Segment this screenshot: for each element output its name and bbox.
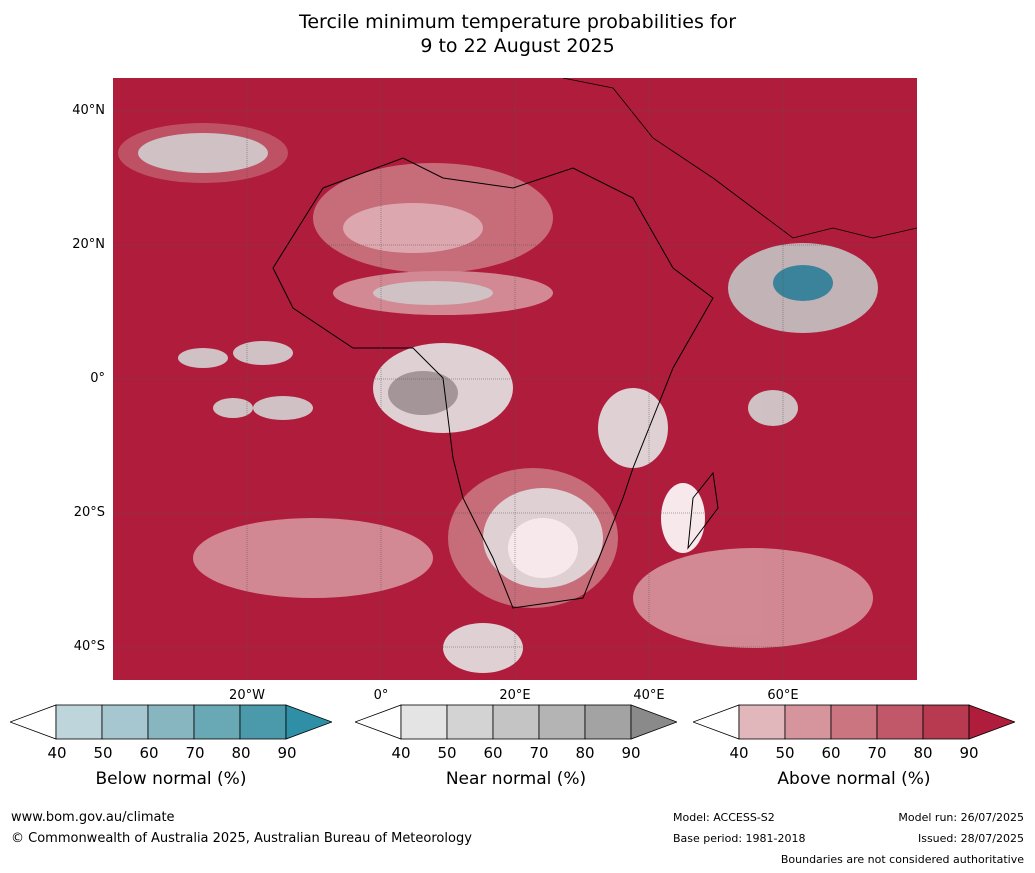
- colorbar-near-segment: [446, 704, 494, 740]
- colorbar-below-segment: [239, 704, 287, 740]
- lon-label-20w: 20°W: [229, 688, 265, 703]
- colorbar-below-segment: [147, 704, 195, 740]
- lat-label-20n: 20°N: [72, 237, 105, 252]
- issued-text: Issued: 28/07/2025: [917, 832, 1024, 845]
- lon-label-40e: 40°E: [633, 688, 665, 703]
- colorbar-near-segment: [492, 704, 540, 740]
- colorbar-near-low-extension: [355, 704, 402, 740]
- colorbar-tick-label: 40: [391, 744, 411, 762]
- lon-label-0: 0°: [373, 688, 389, 703]
- colorbar-below: [10, 704, 332, 740]
- lon-label-60e: 60°E: [767, 688, 799, 703]
- colorbar-tick-label: 80: [231, 744, 251, 762]
- model-text: Model: ACCESS-S2: [673, 811, 775, 824]
- lat-label-40s: 40°S: [73, 639, 105, 654]
- lat-label-20s: 20°S: [73, 505, 105, 520]
- model-run-text: Model run: 26/07/2025: [898, 811, 1024, 824]
- colorbar-tick-label: 80: [913, 744, 933, 762]
- colorbar-below-low-extension: [10, 704, 57, 740]
- colorbar-above-segment: [876, 704, 924, 740]
- colorbar-tick-label: 60: [821, 744, 841, 762]
- colorbar-above-high-extension: [968, 704, 1015, 740]
- colorbar-tick-label: 70: [185, 744, 205, 762]
- colorbar-tick-label: 80: [575, 744, 595, 762]
- lat-label-0: 0°: [90, 371, 105, 386]
- colorbar-above-segment: [922, 704, 970, 740]
- colorbar-tick-label: 70: [529, 744, 549, 762]
- colorbar-tick-label: 50: [93, 744, 113, 762]
- colorbar-near-segment: [584, 704, 632, 740]
- title-line-2: 9 to 22 August 2025: [420, 35, 615, 57]
- title-line-1: Tercile minimum temperature probabilitie…: [298, 11, 737, 33]
- copyright-text: © Commonwealth of Australia 2025, Austra…: [11, 831, 472, 846]
- colorbar-near: [355, 704, 677, 740]
- colorbar-near-segment: [538, 704, 586, 740]
- colorbar-below-label: Below normal (%): [95, 769, 247, 789]
- colorbar-above: [693, 704, 1015, 740]
- colorbar-above-segment: [784, 704, 832, 740]
- colorbar-near-label: Near normal (%): [445, 769, 587, 789]
- probability-map: [113, 78, 917, 680]
- boundaries-note: Boundaries are not considered authoritat…: [780, 853, 1024, 866]
- website-link[interactable]: www.bom.gov.au/climate: [11, 810, 175, 825]
- colorbar-tick-label: 60: [139, 744, 159, 762]
- colorbar-below-segment: [193, 704, 241, 740]
- colorbar-tick-label: 60: [483, 744, 503, 762]
- colorbar-near-high-extension: [630, 704, 677, 740]
- colorbar-tick-label: 40: [729, 744, 749, 762]
- colorbar-above-low-extension: [693, 704, 740, 740]
- colorbar-tick-label: 90: [277, 744, 297, 762]
- colorbar-tick-label: 90: [621, 744, 641, 762]
- colorbar-above-segment: [830, 704, 878, 740]
- colorbar-tick-label: 40: [47, 744, 67, 762]
- colorbar-below-high-extension: [285, 704, 332, 740]
- colorbar-above-label: Above normal (%): [777, 769, 931, 789]
- colorbar-tick-label: 50: [775, 744, 795, 762]
- colorbar-tick-label: 70: [867, 744, 887, 762]
- colorbar-below-segment: [101, 704, 149, 740]
- colorbar-above-segment: [738, 704, 786, 740]
- colorbar-tick-label: 90: [959, 744, 979, 762]
- colorbar-tick-label: 50: [437, 744, 457, 762]
- colorbar-below-segment: [55, 704, 103, 740]
- base-period-text: Base period: 1981-2018: [673, 832, 806, 845]
- lon-label-20e: 20°E: [499, 688, 531, 703]
- lat-label-40n: 40°N: [72, 103, 105, 118]
- colorbar-near-segment: [400, 704, 448, 740]
